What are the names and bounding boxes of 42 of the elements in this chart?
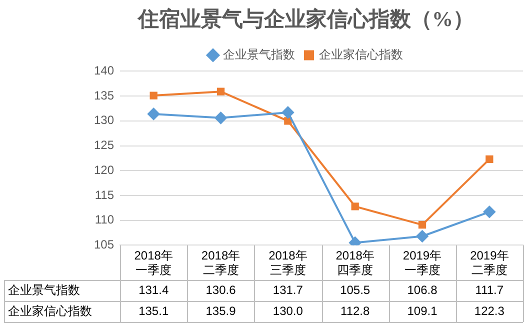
data-label: 105.5 xyxy=(340,282,370,297)
point xyxy=(486,155,494,164)
y-tick-label: 125 xyxy=(94,138,114,152)
data-label: 112.8 xyxy=(340,304,370,318)
y-tick-label: 120 xyxy=(94,162,114,177)
point xyxy=(418,220,426,229)
y-tick-label: 110 xyxy=(94,212,114,227)
point xyxy=(216,88,225,96)
point xyxy=(282,106,294,118)
point xyxy=(150,92,158,100)
legend-label: 企业家信心指数 xyxy=(319,48,403,62)
y-tick-label: 130 xyxy=(94,113,114,128)
point xyxy=(483,206,496,218)
y-tick-label: 115 xyxy=(94,188,114,202)
data-label: 135.1 xyxy=(138,304,169,318)
y-tick-label: 105 xyxy=(94,238,114,252)
data-label: 111.7 xyxy=(475,282,504,297)
data-label: 135.9 xyxy=(206,304,236,318)
x-tick-label: 2018年四季度 xyxy=(336,248,374,278)
point xyxy=(351,202,359,210)
y-tick-label: 135 xyxy=(94,88,114,102)
text: 企业景气指数 xyxy=(8,282,80,297)
point xyxy=(416,230,428,242)
data-label: 130.0 xyxy=(272,304,304,318)
x-tick-label: 2019年二季度 xyxy=(470,248,509,278)
x-tick-label: 2018年三季度 xyxy=(268,248,308,278)
data-label: 106.8 xyxy=(407,282,438,297)
x-tick-label: 2019年一季度 xyxy=(402,248,442,278)
data-label: 109.1 xyxy=(407,304,438,318)
x-tick-label: 2018年一季度 xyxy=(134,248,173,278)
chart-title: 住宿业景气与企业家信心指数（%） xyxy=(137,7,474,32)
legend-label: 企业景气指数 xyxy=(223,48,295,62)
text: 企业家信心指数 xyxy=(8,304,92,318)
point xyxy=(148,108,160,120)
data-label: 122.3 xyxy=(474,304,505,318)
point xyxy=(284,117,292,125)
data-label: 131.7 xyxy=(272,282,304,297)
data-label: 130.6 xyxy=(206,282,236,297)
data-label: 131.4 xyxy=(138,282,169,297)
point xyxy=(214,112,227,124)
y-tick-label: 140 xyxy=(94,64,114,78)
x-tick-label: 2018年二季度 xyxy=(201,248,240,278)
